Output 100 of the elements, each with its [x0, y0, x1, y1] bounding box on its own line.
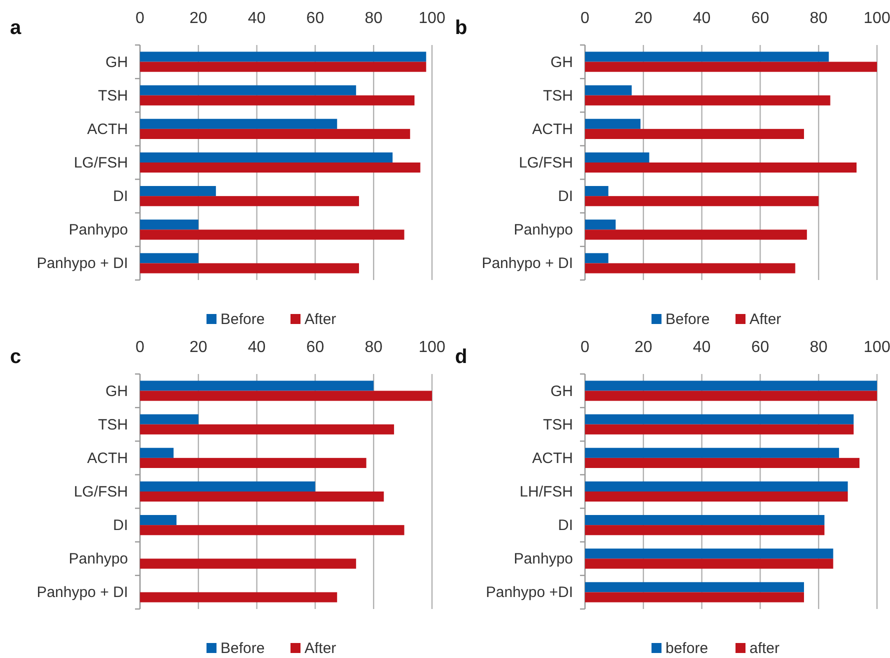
bar	[585, 492, 848, 502]
bar	[585, 448, 840, 458]
bar	[140, 558, 356, 569]
bar	[585, 220, 616, 230]
bar	[140, 448, 174, 458]
y-tick-label: LG/FSH	[74, 154, 128, 172]
y-tick-label: Panhypo	[514, 222, 573, 239]
x-tick-label: 80	[810, 339, 828, 356]
bar	[585, 481, 848, 492]
bar	[585, 558, 834, 569]
bar	[140, 481, 316, 492]
bar	[585, 85, 632, 96]
y-tick-label: ACTH	[532, 450, 573, 467]
bar	[585, 62, 877, 72]
x-tick-label: 40	[692, 339, 711, 356]
bar	[585, 230, 807, 240]
bar	[585, 95, 830, 106]
bar	[140, 128, 410, 139]
bar	[585, 152, 650, 162]
x-tick-label: 20	[190, 339, 208, 356]
bar	[585, 548, 834, 559]
bar	[140, 118, 338, 129]
y-tick-label: TSH	[98, 416, 128, 434]
bar	[140, 196, 359, 206]
y-tick-label: ACTH	[532, 120, 573, 138]
bar	[140, 152, 393, 162]
x-tick-label: 20	[634, 339, 652, 356]
bar	[140, 253, 198, 264]
y-tick-label: Panhypo	[68, 222, 128, 239]
y-tick-label: DI	[113, 517, 128, 534]
bar	[140, 62, 426, 72]
legend-label: After	[304, 640, 336, 657]
bar	[140, 390, 432, 401]
bar	[140, 515, 176, 526]
x-tick-label: 60	[306, 339, 324, 356]
y-tick-label: ACTH	[87, 450, 128, 467]
y-tick-label: ACTH	[87, 120, 128, 138]
bar	[585, 162, 857, 173]
bar	[140, 263, 359, 274]
x-tick-label: 0	[580, 339, 590, 356]
bar	[140, 592, 338, 602]
y-tick-label: LG/FSH	[74, 484, 128, 500]
bar	[140, 380, 374, 391]
bar	[140, 95, 414, 106]
bar	[140, 186, 216, 196]
legend-label: Before	[220, 640, 265, 657]
x-tick-label: 100	[418, 10, 446, 27]
bar	[585, 414, 854, 424]
y-tick-label: GH	[106, 54, 128, 71]
bar	[140, 162, 420, 173]
y-tick-label: TSH	[98, 87, 128, 104]
y-tick-label: Panhypo	[514, 550, 573, 568]
bar	[585, 253, 608, 264]
y-tick-label: DI	[558, 517, 573, 534]
x-tick-label: 80	[364, 339, 383, 356]
bar	[140, 220, 198, 230]
x-tick-label: 40	[248, 10, 266, 27]
chart-title: c	[10, 346, 22, 368]
bar	[585, 186, 608, 196]
y-tick-label: Panhypo +DI	[486, 584, 573, 602]
bar	[585, 263, 796, 274]
y-tick-label: DI	[113, 188, 128, 206]
legend-label: After	[304, 311, 336, 328]
x-tick-label: 100	[864, 339, 890, 356]
bar	[140, 492, 384, 502]
y-tick-label: Panhypo + DI	[36, 584, 128, 602]
x-tick-label: 80	[810, 10, 828, 27]
x-tick-label: 0	[580, 10, 590, 27]
x-tick-label: 40	[692, 10, 711, 27]
x-tick-label: 20	[190, 10, 208, 27]
bar	[585, 196, 819, 206]
legend-label: after	[750, 640, 780, 657]
chart-title: a	[10, 17, 22, 39]
y-tick-label: Panhypo + DI	[36, 255, 128, 272]
x-tick-label: 60	[751, 339, 770, 356]
bar	[585, 380, 877, 391]
chart-title: b	[455, 17, 468, 39]
x-tick-label: 100	[864, 10, 890, 27]
bar	[585, 52, 829, 62]
bar	[585, 582, 804, 592]
bar	[140, 85, 356, 96]
x-tick-label: 100	[418, 339, 446, 356]
bar	[585, 128, 804, 139]
y-tick-label: TSH	[543, 87, 573, 104]
bar	[585, 458, 860, 468]
x-tick-label: 20	[634, 10, 652, 27]
bar	[585, 592, 804, 602]
bar	[140, 414, 198, 424]
chart-title: d	[455, 346, 468, 368]
y-tick-label: LG/FSH	[518, 154, 573, 172]
x-tick-label: 80	[364, 10, 383, 27]
y-tick-label: LH/FSH	[520, 484, 573, 500]
y-tick-label: GH	[106, 382, 128, 400]
legend-label: Before	[220, 311, 265, 328]
x-tick-label: 0	[136, 10, 145, 27]
bar	[140, 424, 394, 434]
bar	[140, 230, 404, 240]
y-tick-label: Panhypo	[68, 550, 128, 568]
x-tick-label: 40	[248, 339, 266, 356]
legend-label: before	[666, 640, 708, 657]
